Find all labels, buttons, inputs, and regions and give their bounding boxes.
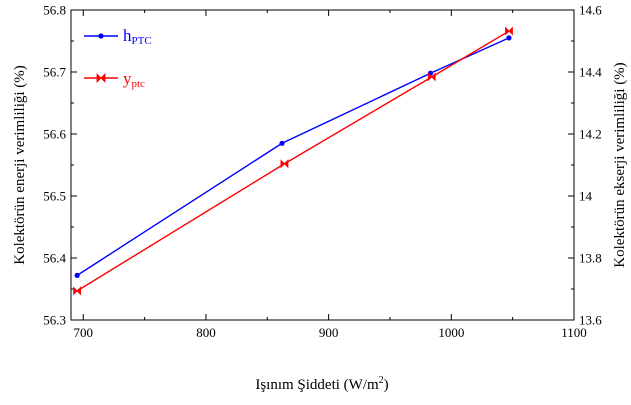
legend-marker-h-ptc <box>98 33 104 39</box>
right-y-tick-label: 13.6 <box>579 313 602 328</box>
right-y-tick-label: 14 <box>579 189 593 204</box>
x-axis-ticks: 700 800 900 1000 1100 <box>74 10 587 340</box>
left-y-tick-label: 56.4 <box>43 251 66 266</box>
x-tick-label: 800 <box>196 325 216 340</box>
x-tick-label: 1100 <box>561 325 587 340</box>
left-y-axis-ticks: 56.3 56.4 56.5 56.6 56.7 56.8 <box>43 3 77 328</box>
left-y-tick-label: 56.6 <box>43 127 66 142</box>
left-y-tick-label: 56.5 <box>43 189 66 204</box>
right-y-tick-label: 13.8 <box>579 251 602 266</box>
x-tick-label: 900 <box>319 325 339 340</box>
x-axis-title: Işınım Şiddeti (W/m2) <box>255 375 388 393</box>
x-tick-label: 1000 <box>438 325 464 340</box>
legend-marker-y-ptc <box>96 73 106 83</box>
right-y-tick-label: 14.4 <box>579 65 602 80</box>
left-y-axis-title: Kolektörün enerji verimliliği (%) <box>12 65 28 265</box>
legend: hPTC yptc <box>84 26 152 90</box>
legend-label-h-ptc: hPTC <box>123 26 152 47</box>
x-tick-label: 700 <box>74 325 94 340</box>
left-y-tick-label: 56.7 <box>43 65 66 80</box>
right-y-tick-label: 14.6 <box>579 3 602 18</box>
left-y-tick-label: 56.3 <box>43 313 66 328</box>
right-y-axis-ticks: 13.6 13.8 14 14.2 14.4 14.6 <box>568 3 602 328</box>
data-point-y-ptc <box>73 286 82 296</box>
series-line-y-ptc <box>76 30 510 292</box>
data-point-h-ptc <box>506 35 512 41</box>
left-y-tick-label: 56.8 <box>43 3 66 18</box>
plot-frame <box>70 9 575 321</box>
data-point-y-ptc <box>505 26 513 36</box>
series-line-h-ptc <box>76 37 510 276</box>
series-layer <box>73 26 513 296</box>
data-point-y-ptc <box>427 72 436 82</box>
data-point-h-ptc <box>279 140 285 146</box>
right-y-tick-label: 14.2 <box>579 127 602 142</box>
legend-label-y-ptc: yptc <box>123 69 145 90</box>
data-point-y-ptc <box>280 159 289 169</box>
data-point-h-ptc <box>74 272 80 278</box>
right-y-axis-title: Kolektörün ekserji verimliliği (%) <box>612 62 628 267</box>
